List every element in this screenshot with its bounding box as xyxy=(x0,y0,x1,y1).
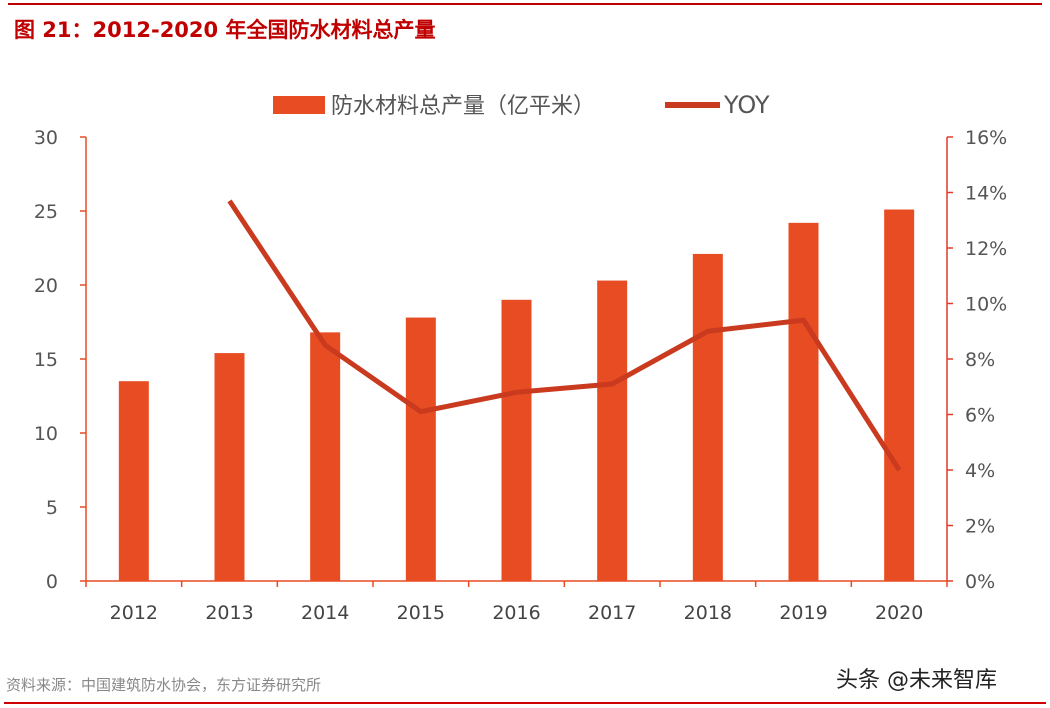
legend-bar-label: 防水材料总产量（亿平米） xyxy=(331,94,595,119)
x-tick-label: 2014 xyxy=(301,602,349,624)
x-tick-label: 2015 xyxy=(397,602,445,624)
bar-2019 xyxy=(788,222,819,581)
bar-2012 xyxy=(118,381,149,581)
bar-2014 xyxy=(310,332,341,581)
bar-2013 xyxy=(214,353,245,581)
bar-2016 xyxy=(501,299,532,581)
x-tick-label: 2020 xyxy=(875,602,923,624)
right-tick-label: 2% xyxy=(965,516,995,538)
yoy-line xyxy=(227,199,902,472)
left-tick-label: 25 xyxy=(34,201,58,223)
left-tick-label: 0 xyxy=(46,571,58,593)
right-tick-label: 12% xyxy=(965,238,1007,260)
x-tick-label: 2012 xyxy=(110,602,158,624)
left-tick-label: 30 xyxy=(34,127,58,149)
legend-line-label: YOY xyxy=(723,91,770,119)
top-rule xyxy=(8,3,1042,5)
right-tick-label: 0% xyxy=(965,571,995,593)
right-tick-label: 10% xyxy=(965,294,1007,316)
watermark: 头条 @未来智库 xyxy=(836,668,997,693)
x-tick-label: 2013 xyxy=(205,602,253,624)
bar-2015 xyxy=(405,317,436,581)
right-tick-label: 16% xyxy=(965,127,1007,149)
left-tick-label: 10 xyxy=(34,423,58,445)
bottom-rule xyxy=(4,702,1046,704)
source-note: 资料来源：中国建筑防水协会，东方证券研究所 xyxy=(6,676,322,694)
legend-bar-swatch xyxy=(273,96,325,114)
x-tick-label: 2019 xyxy=(779,602,827,624)
bar-2017 xyxy=(597,280,628,581)
right-tick-label: 8% xyxy=(965,349,995,371)
left-tick-label: 20 xyxy=(34,275,58,297)
bar-2020 xyxy=(884,209,915,581)
right-tick-label: 6% xyxy=(965,405,995,427)
left-tick-label: 15 xyxy=(34,349,58,371)
right-tick-label: 14% xyxy=(965,183,1007,205)
x-tick-label: 2016 xyxy=(492,602,540,624)
x-tick-label: 2018 xyxy=(684,602,732,624)
left-tick-label: 5 xyxy=(46,497,58,519)
figure-title: 图 21：2012-2020 年全国防水材料总产量 xyxy=(14,18,436,42)
right-tick-label: 4% xyxy=(965,460,995,482)
x-tick-label: 2017 xyxy=(588,602,636,624)
bar-2018 xyxy=(692,253,723,582)
